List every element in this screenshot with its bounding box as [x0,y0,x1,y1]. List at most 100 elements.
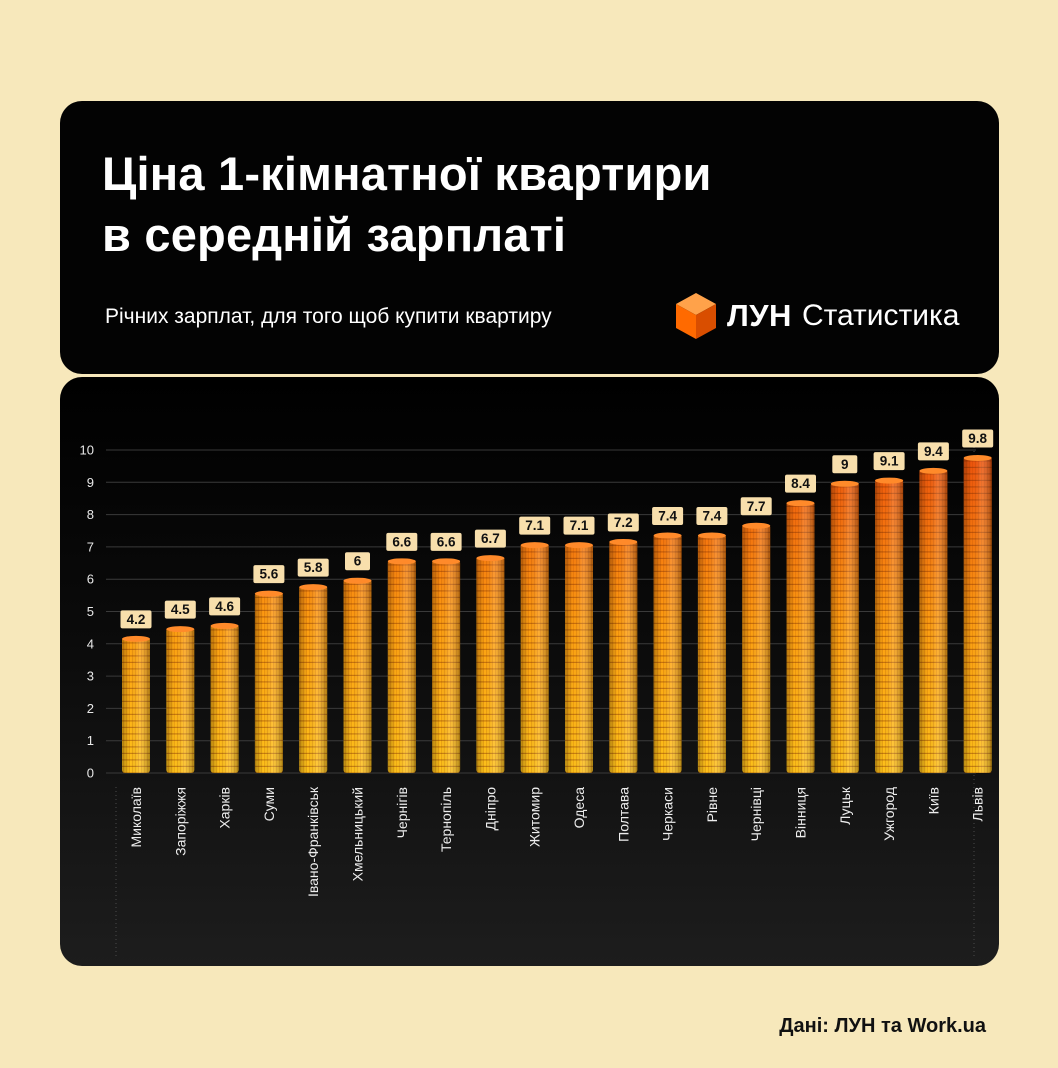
x-tick-label: Житомир [527,787,543,847]
x-tick-label: Луцьк [837,786,853,825]
x-tick-label: Харків [217,787,233,829]
coin-bar [786,500,815,773]
value-label: 7.1 [563,516,595,535]
value-label: 8.4 [785,474,816,493]
value-label: 5.8 [297,558,329,577]
x-tick-label: Рівне [704,787,720,823]
value-label-text: 4.6 [215,599,234,614]
data-source: Дані: ЛУН та Work.ua [779,1015,986,1037]
coin-top [830,480,859,487]
coin-top [254,590,283,597]
coin-bar [210,622,239,773]
x-tick-label: Хмельницький [350,787,366,881]
value-label-text: 7.2 [614,515,633,530]
value-label-text: 9.4 [924,444,943,459]
value-label: 4.6 [209,597,241,616]
x-tick-label: Чернівці [748,787,764,841]
coin-bar [919,467,948,773]
brand-logo: ЛУН Статистика [674,291,960,341]
value-label-bg [386,532,418,551]
coin-shade [122,637,150,773]
value-label: 7.4 [696,506,728,525]
y-tick-label: 8 [87,507,94,522]
brand-suffix: Статистика [801,299,960,332]
value-label: 6.6 [386,532,418,551]
value-label: 7.2 [607,513,639,532]
coin-shade [963,456,992,773]
coin-top [875,477,904,484]
value-label-text: 4.2 [127,612,146,627]
y-tick-label: 1 [87,733,94,748]
value-label-bg [519,516,551,535]
coin-shade [432,559,461,773]
coin-top [122,635,150,642]
coin-shade [166,627,195,773]
y-tick-label: 7 [87,539,94,554]
coin-bar [830,480,859,773]
coin-shade [786,501,815,773]
orange-cube-icon [676,293,716,339]
value-label: 9 [832,455,858,474]
value-label-text: 7.4 [703,508,722,523]
coin-top [387,558,416,565]
coin-bar [432,558,461,773]
value-label-text: 6.6 [392,534,411,549]
coin-top [919,467,948,474]
x-tick-label: Черкаси [660,787,676,841]
coin-shade [697,533,726,773]
coin-top [963,454,992,461]
header-card: Ціна 1-кімнатної квартири в середній зар… [60,101,999,374]
value-label-bg [345,552,370,571]
x-tick-label: Одеса [571,787,587,829]
value-label-bg [120,610,152,629]
x-tick-label: Полтава [615,787,631,842]
value-label-text: 7.7 [747,499,766,514]
value-label-bg [209,597,241,616]
coin-bar [653,532,682,773]
value-label: 4.2 [120,610,152,629]
coin-top [697,532,726,539]
coin-top [343,577,372,584]
value-label-bg [962,429,994,448]
coin-top [609,538,638,545]
value-label-bg [607,513,639,532]
coin-bar [122,635,150,773]
value-label-text: 9 [841,457,849,472]
value-label-bg [740,497,772,516]
coin-shade [387,559,416,773]
coin-bar [476,555,505,773]
x-tick-label: Київ [925,787,941,814]
value-label: 7.1 [519,516,551,535]
x-tick-label: Івано-Франківськ [305,786,321,897]
value-label-text: 7.1 [570,518,589,533]
value-label-text: 9.1 [880,454,899,469]
coin-bar [963,454,992,773]
value-label: 9.4 [917,442,949,461]
coin-top [520,542,549,549]
coin-bar [299,584,328,773]
coin-bar [520,542,549,773]
coin-shade [565,543,593,773]
coin-bar [343,577,372,773]
coin-top [166,626,195,633]
value-label-bg [164,600,196,619]
x-tick-label: Тернопіль [438,787,454,852]
value-label: 6.7 [474,529,506,548]
coin-top [210,622,239,629]
brand-name: ЛУН [727,298,792,333]
value-label: 6.6 [430,532,462,551]
coin-shade [830,482,859,773]
page-title: Ціна 1-кімнатної квартири в середній зар… [102,147,712,261]
y-tick-label: 3 [87,669,94,684]
coin-shade [520,543,549,773]
value-label-bg [253,565,285,584]
chart-card: 0 1 2 3 4 5 6 7 8 9 10 4.2 Миколаїв 4.5 Запоріжжя 4.6 Х… [60,377,999,966]
y-tick-label: 4 [87,636,94,651]
bar-chart: 0 1 2 3 4 5 6 7 8 9 10 4.2 Миколаїв 4.5 Запоріжжя 4.6 Х… [80,429,994,957]
y-tick-label: 2 [87,701,94,716]
value-label-bg [696,506,728,525]
value-label-text: 9.8 [968,431,987,446]
value-label-text: 5.6 [260,567,279,582]
value-label-bg [652,506,684,525]
coin-shade [210,624,239,773]
